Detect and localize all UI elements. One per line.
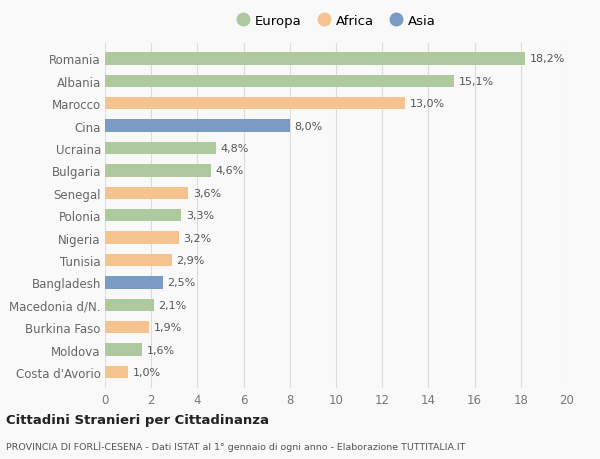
Text: 4,6%: 4,6% bbox=[216, 166, 244, 176]
Text: 13,0%: 13,0% bbox=[410, 99, 445, 109]
Text: Cittadini Stranieri per Cittadinanza: Cittadini Stranieri per Cittadinanza bbox=[6, 413, 269, 426]
Text: 18,2%: 18,2% bbox=[530, 54, 565, 64]
Bar bbox=[105, 254, 172, 267]
Text: 3,2%: 3,2% bbox=[184, 233, 212, 243]
Bar bbox=[105, 143, 216, 155]
Text: 2,9%: 2,9% bbox=[176, 256, 205, 265]
Bar bbox=[105, 232, 179, 244]
Bar bbox=[105, 98, 406, 110]
Bar bbox=[105, 344, 142, 356]
Bar bbox=[105, 53, 526, 65]
Bar bbox=[105, 321, 149, 334]
Text: 4,8%: 4,8% bbox=[221, 144, 249, 154]
Bar bbox=[105, 277, 163, 289]
Text: PROVINCIA DI FORLÌ-CESENA - Dati ISTAT al 1° gennaio di ogni anno - Elaborazione: PROVINCIA DI FORLÌ-CESENA - Dati ISTAT a… bbox=[6, 441, 466, 451]
Bar bbox=[105, 210, 181, 222]
Bar bbox=[105, 187, 188, 200]
Text: 2,1%: 2,1% bbox=[158, 300, 187, 310]
Text: 3,3%: 3,3% bbox=[186, 211, 214, 221]
Text: 15,1%: 15,1% bbox=[458, 77, 494, 87]
Bar bbox=[105, 165, 211, 177]
Text: 8,0%: 8,0% bbox=[295, 121, 323, 131]
Bar bbox=[105, 120, 290, 133]
Text: 2,5%: 2,5% bbox=[167, 278, 196, 288]
Text: 1,9%: 1,9% bbox=[154, 323, 182, 332]
Text: 1,6%: 1,6% bbox=[146, 345, 175, 355]
Text: 3,6%: 3,6% bbox=[193, 188, 221, 198]
Legend: Europa, Africa, Asia: Europa, Africa, Asia bbox=[231, 10, 441, 34]
Bar bbox=[105, 75, 454, 88]
Text: 1,0%: 1,0% bbox=[133, 367, 161, 377]
Bar bbox=[105, 366, 128, 378]
Bar bbox=[105, 299, 154, 311]
